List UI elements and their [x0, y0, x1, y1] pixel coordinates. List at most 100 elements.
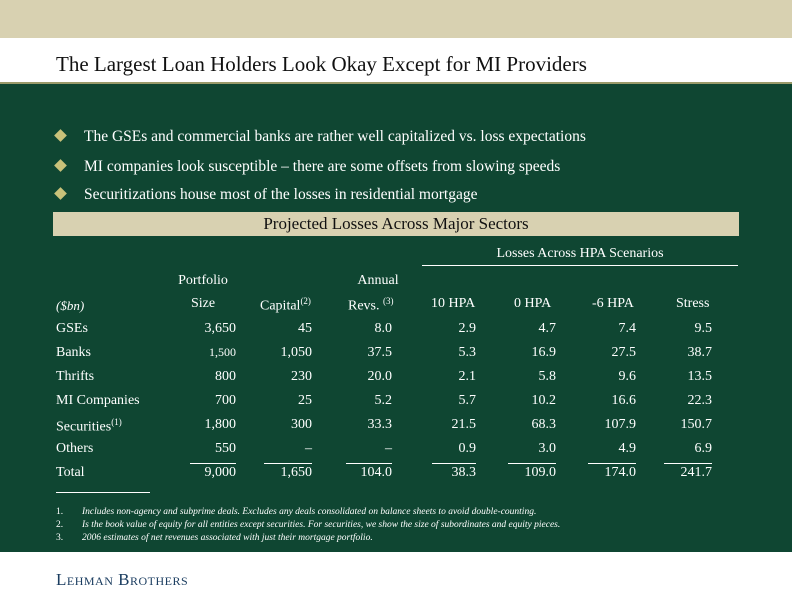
- total-rule: [508, 463, 556, 464]
- row-label: Thrifts: [56, 369, 94, 385]
- footnote-text: Is the book value of equity for all enti…: [82, 520, 561, 530]
- unit-label: ($bn): [56, 298, 85, 313]
- table-cell-stress: 22.3: [687, 393, 713, 408]
- table-cell-capital: 1,650: [280, 465, 313, 480]
- table-cell-hn6: 9.6: [618, 369, 637, 384]
- row-label-text: MI Companies: [56, 393, 140, 408]
- footnote-3: 3. 2006 estimates of net revenues associa…: [56, 533, 373, 543]
- table-cell-h10: 0.9: [458, 441, 477, 456]
- col-header-hpa-neg6: -6 HPA: [592, 296, 634, 311]
- table-cell-h10: 2.1: [458, 369, 477, 384]
- footnote-ref: (1): [111, 417, 122, 427]
- table-cell-hn6: 4.9: [618, 441, 637, 456]
- table-cell-size: 9,000: [204, 465, 237, 480]
- table-cell-size: 800: [215, 369, 236, 384]
- total-rule: [190, 463, 236, 464]
- table-cell-h10: 21.5: [451, 417, 477, 432]
- footnote-text: 2006 estimates of net revenues associate…: [82, 533, 373, 543]
- table-cell-stress: 241.7: [680, 465, 713, 480]
- table-cell-hn6: 174.0: [604, 465, 637, 480]
- footnote-number: 2.: [56, 520, 64, 530]
- table-cell-h10: 5.7: [458, 393, 477, 408]
- table-cell-h0: 10.2: [531, 393, 557, 408]
- table-cell-h0: 109.0: [524, 465, 557, 480]
- table-title-band: Projected Losses Across Major Sectors: [53, 212, 739, 236]
- diamond-bullet-icon: [54, 159, 67, 172]
- row-label: Banks: [56, 345, 91, 361]
- table-cell-h0: 5.8: [538, 369, 557, 384]
- table-cell-hn6: 107.9: [604, 417, 637, 432]
- bullet-text: The GSEs and commercial banks are rather…: [84, 128, 586, 145]
- row-label: MI Companies: [56, 393, 140, 409]
- table-cell-revs: 20.0: [367, 369, 393, 384]
- footnote-1: 1. Includes non-agency and subprime deals…: [56, 507, 536, 517]
- col-header-capital: Capital(2): [260, 296, 311, 315]
- footnote-text: Includes non-agency and subprime deals. …: [82, 507, 537, 517]
- table-cell-hn6: 7.4: [618, 321, 637, 336]
- table-cell-size: 3,650: [204, 321, 237, 336]
- footnote-number: 3.: [56, 533, 64, 543]
- row-label: Total: [56, 465, 85, 481]
- table-cell-h10: 38.3: [451, 465, 477, 480]
- table-cell-stress: 150.7: [680, 417, 713, 432]
- row-label: GSEs: [56, 321, 88, 337]
- row-label: Others: [56, 441, 93, 457]
- title-rule: [0, 82, 792, 84]
- table-cell-revs: 104.0: [360, 465, 393, 480]
- row-label-text: Securities: [56, 419, 112, 435]
- footnote-number: 1.: [56, 507, 64, 517]
- col-header-size: Size: [190, 296, 216, 311]
- table-cell-capital: –: [305, 441, 312, 456]
- table-cell-stress: 6.9: [694, 441, 713, 456]
- hpa-header-rule: [422, 265, 738, 266]
- row-label-text: Total: [56, 465, 85, 480]
- table-cell-h10: 5.3: [458, 345, 477, 360]
- footnote-rule: [56, 492, 150, 493]
- table-cell-revs: 37.5: [367, 345, 393, 360]
- bullet-text: MI companies look susceptible – there ar…: [84, 158, 561, 175]
- hpa-group-header: Losses Across HPA Scenarios: [496, 246, 664, 261]
- table-cell-size: 550: [215, 441, 236, 456]
- table-cell-h0: 16.9: [531, 345, 557, 360]
- table-cell-revs: 33.3: [367, 417, 393, 432]
- table-cell-capital: 230: [291, 369, 312, 384]
- col-header-hpa0: 0 HPA: [514, 296, 552, 311]
- total-rule: [588, 463, 636, 464]
- table-cell-capital: 300: [291, 417, 312, 432]
- table-cell-size: 700: [215, 393, 236, 408]
- table-cell-stress: 9.5: [694, 321, 713, 336]
- table-cell-revs: 8.0: [374, 321, 393, 336]
- table-cell-hn6: 16.6: [611, 393, 637, 408]
- col-header-portfolio: Portfolio: [178, 273, 228, 288]
- table-cell-h10: 2.9: [458, 321, 477, 336]
- bullet-2: MI companies look susceptible – there ar…: [54, 158, 561, 176]
- row-label-text: Banks: [56, 345, 91, 360]
- table-cell-hn6: 27.5: [611, 345, 637, 360]
- table-cell-h0: 68.3: [531, 417, 557, 432]
- col-header-revs: Revs. (3): [348, 296, 394, 315]
- total-rule: [664, 463, 712, 464]
- table-cell-h0: 4.7: [538, 321, 557, 336]
- col-header-capital-text: Capital: [260, 298, 301, 314]
- row-label-text: Thrifts: [56, 369, 95, 384]
- col-header-stress: Stress: [676, 296, 710, 311]
- row-label-text: GSEs: [56, 321, 88, 336]
- table-cell-stress: 38.7: [687, 345, 713, 360]
- bullet-text: Securitizations house most of the losses…: [84, 186, 478, 203]
- diamond-bullet-icon: [54, 187, 67, 200]
- footnote-ref: (2): [300, 296, 311, 306]
- table-cell-stress: 13.5: [687, 369, 713, 384]
- table-cell-h0: 3.0: [538, 441, 557, 456]
- total-rule: [346, 463, 392, 464]
- col-header-annual: Annual: [357, 273, 399, 288]
- slide-title: The Largest Loan Holders Look Okay Excep…: [56, 52, 587, 76]
- total-rule: [432, 463, 476, 464]
- bullet-1: The GSEs and commercial banks are rather…: [54, 128, 586, 146]
- table-cell-revs: –: [385, 441, 392, 456]
- col-header-hpa10: 10 HPA: [431, 296, 476, 311]
- row-label: Securities(1): [56, 417, 122, 436]
- table-cell-capital: 45: [298, 321, 312, 336]
- table-cell-capital: 1,050: [280, 345, 313, 360]
- table-cell-size: 1,500: [209, 345, 236, 359]
- top-band: [0, 0, 792, 38]
